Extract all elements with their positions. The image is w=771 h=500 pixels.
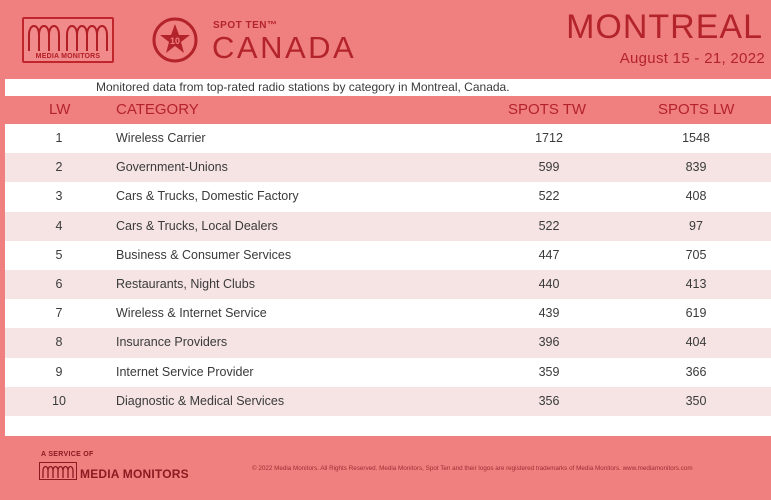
footer: A SERVICE OF MEDIA MONITORS © 2022 Media… [0,436,771,500]
cell-spots-tw: 447 [538,247,560,262]
cell-category: Wireless Carrier [116,131,206,145]
cell-spots-tw: 359 [538,364,560,379]
cell-category: Diagnostic & Medical Services [116,393,285,408]
cell-spots-tw: 522 [538,189,560,204]
cell-spots-lw: 1548 [682,131,710,145]
badge-number: 10 [170,36,180,46]
cell-spots-lw: 705 [685,247,707,262]
cell-lw: 4 [55,218,63,233]
copyright-text: © 2022 Media Monitors. All Rights Reserv… [252,465,693,472]
city-title: MONTREAL [566,8,763,46]
media-monitors-logo: MEDIA MONITORS [22,17,114,63]
cell-spots-tw: 356 [538,393,560,408]
cell-spots-lw: 97 [689,218,703,233]
cell-lw: 10 [52,393,66,408]
table-row: 5 Business & Consumer Services 447 705 [5,241,771,270]
cell-spots-lw: 619 [685,306,707,321]
cell-spots-tw: 599 [538,160,560,175]
cell-spots-lw: 408 [685,189,707,204]
table-row: 8 Insurance Providers 396 404 [5,328,771,358]
cell-category: Government-Unions [116,160,228,175]
table-header: LW CATEGORY SPOTS TW SPOTS LW [5,96,771,124]
column-header-lw: LW [49,101,71,118]
cell-lw: 9 [55,364,63,379]
cell-lw: 8 [55,335,63,350]
cell-spots-lw: 350 [685,393,707,408]
cell-spots-tw: 396 [538,335,560,350]
table-row: 2 Government-Unions 599 839 [5,153,771,183]
cell-category: Cars & Trucks, Local Dealers [116,218,278,233]
cell-spots-tw: 440 [538,276,560,291]
spot-ten-label: SPOT TEN™ [213,20,278,31]
cell-spots-lw: 404 [685,335,707,350]
cell-spots-tw: 522 [538,218,560,233]
table-row: 3 Cars & Trucks, Domestic Factory 522 40… [5,182,771,211]
service-of-label: A SERVICE OF [41,451,94,458]
cell-category: Business & Consumer Services [116,247,292,262]
footer-waveform-logo-icon [39,462,77,480]
table-body: 1 Wireless Carrier 1712 1548 2 Governmen… [5,124,771,416]
logo-text: MEDIA MONITORS [35,53,101,60]
column-header-spots-tw: SPOTS TW [508,101,587,118]
cell-category: Cars & Trucks, Domestic Factory [116,189,299,204]
cell-spots-lw: 366 [685,364,707,379]
header: MEDIA MONITORS 10 SPOT TEN™ CANADA MONTR… [0,0,771,78]
cell-lw: 3 [55,189,63,204]
subtitle-text: Monitored data from top-rated radio stat… [96,80,510,94]
date-range: August 15 - 21, 2022 [619,50,765,67]
table-row: 6 Restaurants, Night Clubs 440 413 [5,269,771,300]
cell-lw: 7 [55,306,63,321]
cell-category: Insurance Providers [116,335,228,350]
cell-lw: 6 [55,276,63,291]
cell-category: Wireless & Internet Service [116,306,267,321]
rankings-table: LW CATEGORY SPOTS TW SPOTS LW 1 Wireless… [5,96,771,436]
cell-category: Restaurants, Night Clubs [116,276,255,291]
cell-category: Internet Service Provider [116,364,254,379]
table-row: 1 Wireless Carrier 1712 1548 [5,124,771,153]
cell-lw: 2 [55,160,63,175]
footer-brand: MEDIA MONITORS [80,467,189,481]
column-header-spots-lw: SPOTS LW [658,101,735,118]
cell-lw: 5 [55,247,63,262]
cell-spots-lw: 413 [685,276,707,291]
column-header-category: CATEGORY [116,101,199,118]
subtitle-strip: Monitored data from top-rated radio stat… [5,79,771,96]
table-row: 7 Wireless & Internet Service 439 619 [5,299,771,328]
cell-spots-lw: 839 [685,160,707,175]
table-row: 10 Diagnostic & Medical Services 356 350 [5,386,771,416]
table-row: 4 Cars & Trucks, Local Dealers 522 97 [5,211,771,241]
star-badge-icon: 10 [149,17,201,63]
table-row: 9 Internet Service Provider 359 366 [5,358,771,387]
cell-spots-tw: 1712 [535,131,563,145]
country-title: CANADA [212,30,357,65]
cell-spots-tw: 439 [538,306,560,321]
waveform-logo-icon [28,25,108,51]
cell-lw: 1 [55,131,63,145]
